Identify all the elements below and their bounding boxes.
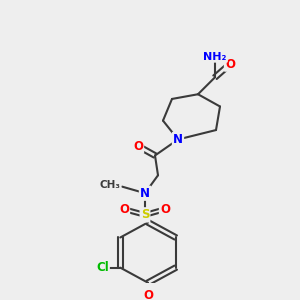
Text: O: O <box>160 203 170 216</box>
Text: S: S <box>141 208 149 221</box>
Text: N: N <box>173 133 183 146</box>
Text: O: O <box>143 290 153 300</box>
Text: CH₃: CH₃ <box>100 180 121 190</box>
Text: O: O <box>133 140 143 153</box>
Text: NH₂: NH₂ <box>203 52 227 61</box>
Text: O: O <box>119 203 129 216</box>
Text: O: O <box>225 58 235 70</box>
Text: N: N <box>140 187 150 200</box>
Text: Cl: Cl <box>96 261 109 274</box>
